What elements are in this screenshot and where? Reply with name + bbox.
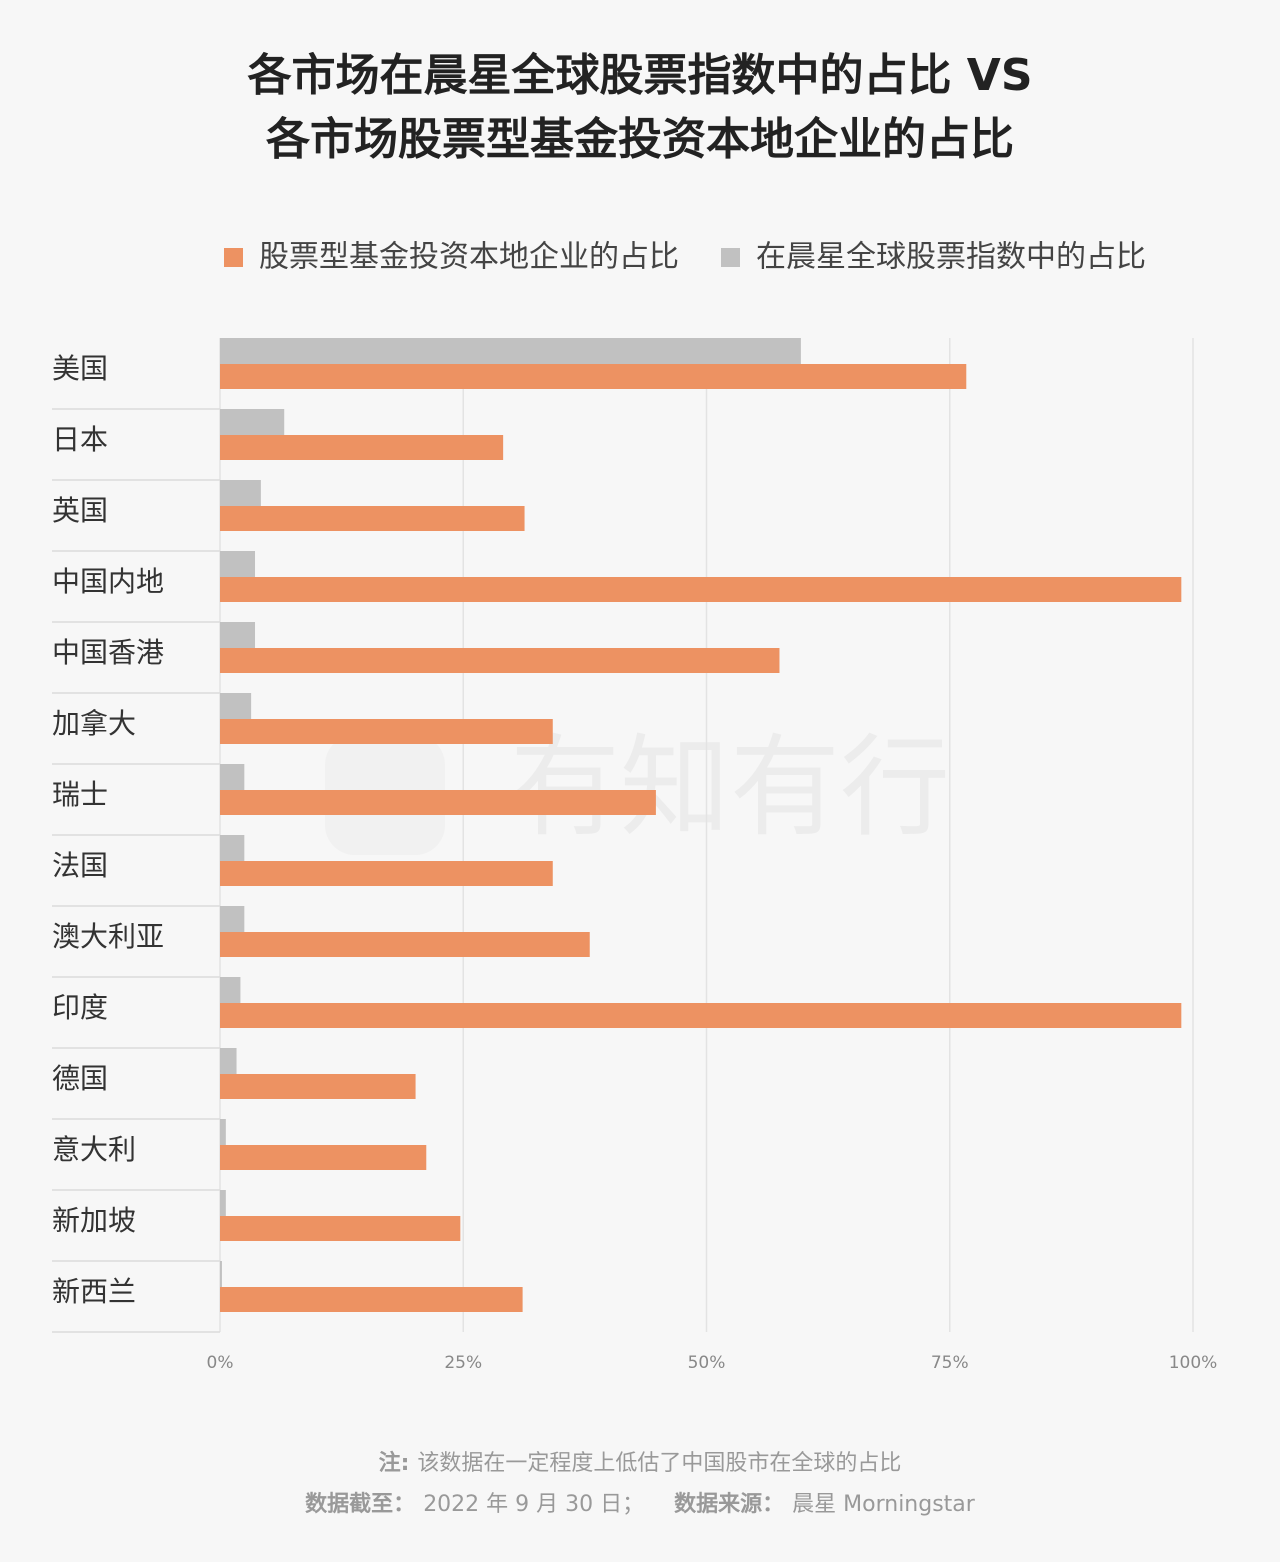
bar (220, 1074, 416, 1099)
y-tick-label: 加拿大 (52, 707, 136, 740)
x-tick-label: 100% (1169, 1353, 1218, 1373)
bar (220, 435, 504, 460)
bar (220, 1145, 427, 1170)
bar (220, 1287, 523, 1312)
bar (220, 551, 256, 577)
y-tick-label: 印度 (52, 991, 108, 1024)
y-tick-label: 新加坡 (52, 1204, 136, 1237)
x-tick-label: 75% (931, 1353, 969, 1373)
bar (220, 977, 241, 1003)
x-tick-label: 50% (688, 1353, 726, 1373)
legend-swatch (721, 248, 740, 267)
y-tick-label: 瑞士 (52, 778, 108, 811)
watermark: 有知有行 (510, 723, 950, 851)
bar (220, 622, 256, 648)
bar (220, 1261, 222, 1287)
bar (220, 790, 656, 815)
bar (220, 338, 801, 364)
bar (220, 1216, 461, 1241)
y-tick-label: 中国香港 (52, 636, 164, 669)
y-tick-label: 美国 (52, 352, 108, 385)
footnote-part: 晨星 Morningstar (792, 1492, 976, 1517)
bar (220, 409, 285, 435)
y-tick-label: 意大利 (52, 1133, 136, 1166)
bar (220, 906, 245, 932)
legend-label: 股票型基金投资本地企业的占比 (259, 240, 679, 275)
bar (220, 861, 553, 886)
footnote: 注: 该数据在一定程度上低估了中国股市在全球的占比 (379, 1450, 902, 1476)
x-tick-label: 25% (444, 1353, 482, 1373)
legend-swatch (224, 248, 243, 267)
footnote-part: 注: (379, 1450, 410, 1476)
footnote-part: 2022 年 9 月 30 日； (423, 1492, 644, 1517)
bar (220, 506, 525, 531)
y-tick-label: 法国 (52, 849, 108, 882)
y-tick-label: 新西兰 (52, 1275, 136, 1308)
y-tick-label: 德国 (52, 1062, 108, 1095)
bar (220, 719, 553, 744)
bar (220, 1119, 226, 1145)
bar (220, 1190, 226, 1216)
footnote-part: 该数据在一定程度上低估了中国股市在全球的占比 (417, 1451, 901, 1476)
chart-title: 各市场在晨星全球股票指数中的占比 VS (247, 50, 1032, 101)
bar (220, 1003, 1182, 1028)
y-tick-label: 日本 (52, 423, 108, 456)
footnote: 数据截至： 2022 年 9 月 30 日； 数据来源： 晨星 Morningstar (305, 1491, 976, 1517)
legend-label: 在晨星全球股票指数中的占比 (756, 240, 1146, 275)
bar (220, 1048, 237, 1074)
chart-title: 各市场股票型基金投资本地企业的占比 (266, 114, 1014, 165)
bar (220, 764, 245, 790)
bar (220, 648, 780, 673)
bar (220, 577, 1182, 602)
bar (220, 693, 252, 719)
y-tick-label: 英国 (52, 494, 108, 527)
bar (220, 364, 967, 389)
x-tick-label: 0% (207, 1353, 234, 1373)
footnote-part: 数据来源： (674, 1491, 784, 1517)
y-tick-label: 中国内地 (52, 565, 164, 598)
footnote-part: 数据截至： (305, 1491, 415, 1517)
y-tick-label: 澳大利亚 (52, 920, 164, 953)
bar (220, 835, 245, 861)
bar (220, 480, 261, 506)
bar (220, 932, 590, 957)
